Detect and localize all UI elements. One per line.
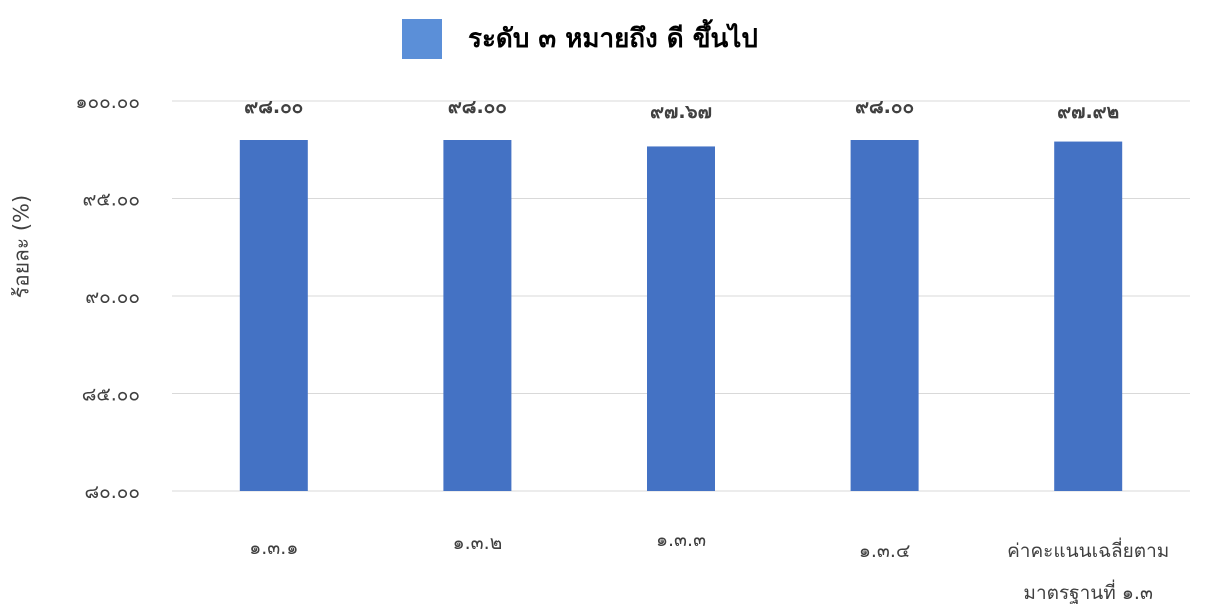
bar: [647, 146, 715, 491]
legend: ระดับ ๓ หมายถึง ดี ขึ้นไป: [402, 18, 758, 59]
x-tick-label: ๑.๓.๑: [249, 537, 298, 559]
bar: [443, 140, 512, 491]
x-tick-label: ๑.๓.๒: [453, 532, 503, 554]
y-tick-label: ๘๕.๐๐: [82, 384, 140, 406]
data-label: ๙๘.๐๐: [244, 96, 303, 118]
legend-label: ระดับ ๓ หมายถึง ดี ขึ้นไป: [468, 24, 758, 54]
data-label: ๙๗.๖๗: [650, 101, 712, 123]
data-label: ๙๘.๐๐: [855, 96, 914, 118]
y-tick-label: ๘๐.๐๐: [85, 481, 141, 503]
x-tick-label: มาตรฐานที่ ๑.๓: [1023, 579, 1153, 604]
y-tick-label: ๙๐.๐๐: [85, 286, 140, 308]
y-tick-label: ๑๐๐.๐๐: [76, 91, 141, 113]
data-label: ๙๗.๙๒: [1057, 101, 1119, 123]
legend-swatch: [402, 18, 442, 59]
x-tick-label: ๑.๓.๔: [859, 540, 911, 562]
y-tick-label: ๙๕.๐๐: [82, 189, 140, 211]
data-label: ๙๘.๐๐: [448, 96, 507, 118]
x-tick-label: ค่าคะแนนเฉลี่ยตาม: [1007, 537, 1169, 562]
x-tick-label: ๑.๓.๓: [656, 529, 706, 551]
bar: [1054, 141, 1123, 491]
bar: [239, 140, 308, 491]
bar: [850, 140, 919, 491]
